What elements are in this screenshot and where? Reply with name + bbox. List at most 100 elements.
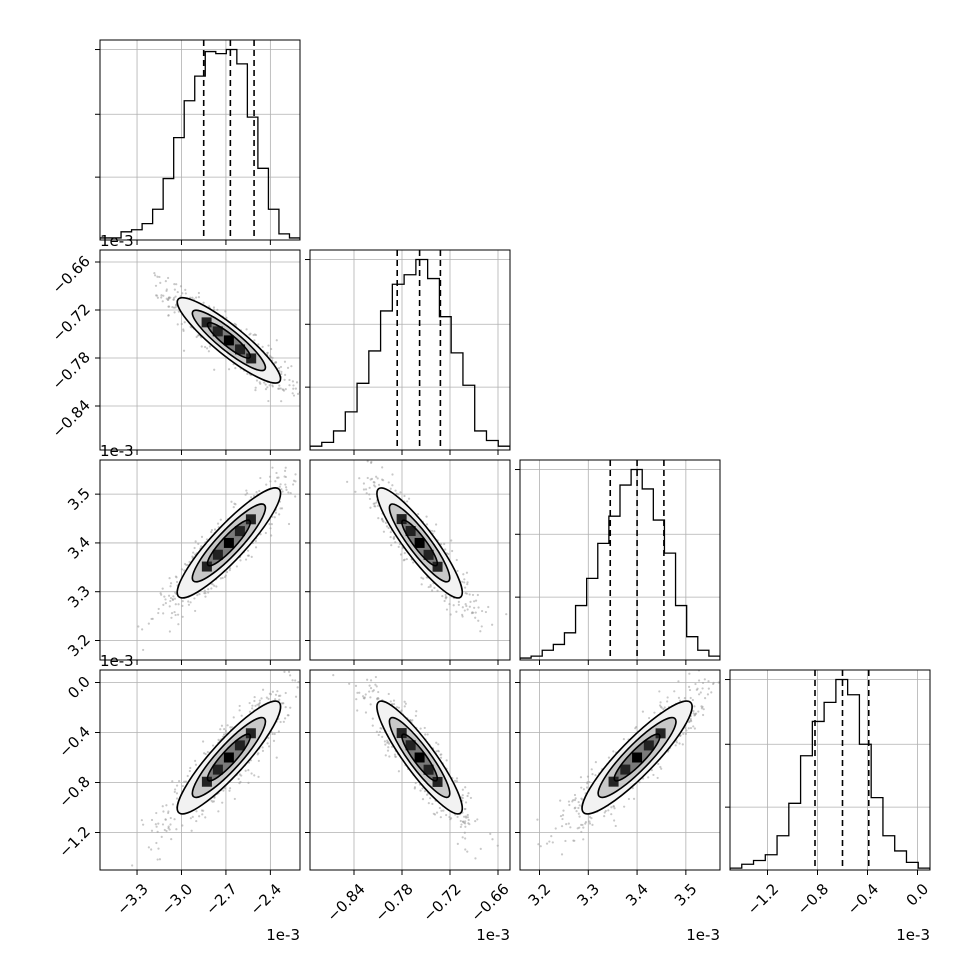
scatter-point [464,848,467,851]
density-peak-cell [423,549,434,560]
scatter-point [590,768,593,771]
scatter-point [167,810,170,813]
scatter-point [154,284,158,287]
scatter-point [425,793,429,796]
scatter-point [332,673,335,677]
scatter-point [455,780,459,783]
scatter-point [474,599,478,602]
scatter-point [255,379,259,382]
scatter-point [677,696,681,699]
scatter-point [585,786,589,789]
scatter-point [387,746,390,749]
scatter-point [260,697,263,700]
scatter-point [158,275,161,279]
scatter-point [682,732,685,735]
scatter-point [614,824,617,828]
scatter-point [276,690,279,693]
scatter-point [258,489,261,493]
scatter-point [385,525,389,528]
scatter-point [561,814,565,817]
scatter-point [685,729,688,732]
scatter-point [156,275,159,278]
scatter-point [412,561,415,564]
scatter-point [275,756,278,759]
scatter-point [390,745,394,748]
scatter-point [176,290,179,294]
scatter-point [403,558,406,561]
scatter-point [244,769,247,772]
scatter-point [354,490,357,493]
scatter-point [727,662,729,664]
scatter-point [167,314,170,317]
scatter-point [438,806,441,810]
scatter-point [612,750,615,753]
scatter-point [175,828,178,831]
scatter-point [233,502,236,505]
scatter-point [294,695,298,698]
scatter-point [181,599,184,603]
scatter-point [365,492,368,495]
scatter-point [648,716,651,720]
scatter-point [222,733,226,736]
scatter-point [182,349,186,352]
scatter-point [703,678,706,681]
panel-1-1 [305,249,511,455]
density-group [134,466,297,660]
scatter-point [582,788,586,791]
scatter-point [261,746,264,749]
scatter-point [466,608,469,611]
scatter-point [473,606,476,609]
scatter-point [578,815,581,818]
scatter-point [294,495,297,498]
scatter-point [168,630,171,633]
scatter-point [155,825,158,828]
scatter-point [279,483,282,486]
histogram-step [310,258,510,450]
scatter-point [173,788,177,791]
scatter-point [169,582,173,585]
y-tick-label: −0.78 [49,348,94,393]
scatter-point [171,598,175,602]
scatter-point [394,489,397,492]
scatter-point [246,549,250,552]
scatter-point [198,815,201,818]
x-tick-label: −2.7 [202,880,240,918]
scatter-point [254,389,257,392]
scatter-point [449,613,452,616]
scatter-point [459,819,462,823]
scatter-point [362,482,366,485]
scatter-point [679,734,682,737]
scatter-point [184,780,188,783]
scatter-point [282,389,286,392]
scatter-point [211,744,215,747]
scatter-point [280,507,284,510]
scatter-point [545,842,549,845]
scatter-point [169,816,172,820]
scatter-point [387,481,390,484]
scatter-point [369,461,373,465]
scatter-point [200,545,203,548]
density-peak-cell [223,335,234,346]
scatter-point [371,724,374,727]
scatter-point [688,721,691,724]
scatter-point [384,521,387,524]
scatter-point [375,501,378,504]
scatter-point [414,714,417,717]
scatter-point [292,387,295,390]
scatter-point [244,493,247,496]
scatter-point [622,738,625,741]
scatter-point [395,706,399,709]
scatter-point [289,492,292,495]
contour-1 [176,296,282,384]
scatter-point [177,623,180,626]
scatter-point [267,697,270,700]
scatter-point [289,706,292,709]
scatter-point [270,523,273,526]
scatter-point [170,612,174,615]
scatter-point [689,726,693,730]
scatter-point [369,703,372,706]
scatter-point [219,518,222,521]
panel-frame [99,459,301,661]
scatter-point [250,555,253,558]
scatter-point [484,610,488,614]
